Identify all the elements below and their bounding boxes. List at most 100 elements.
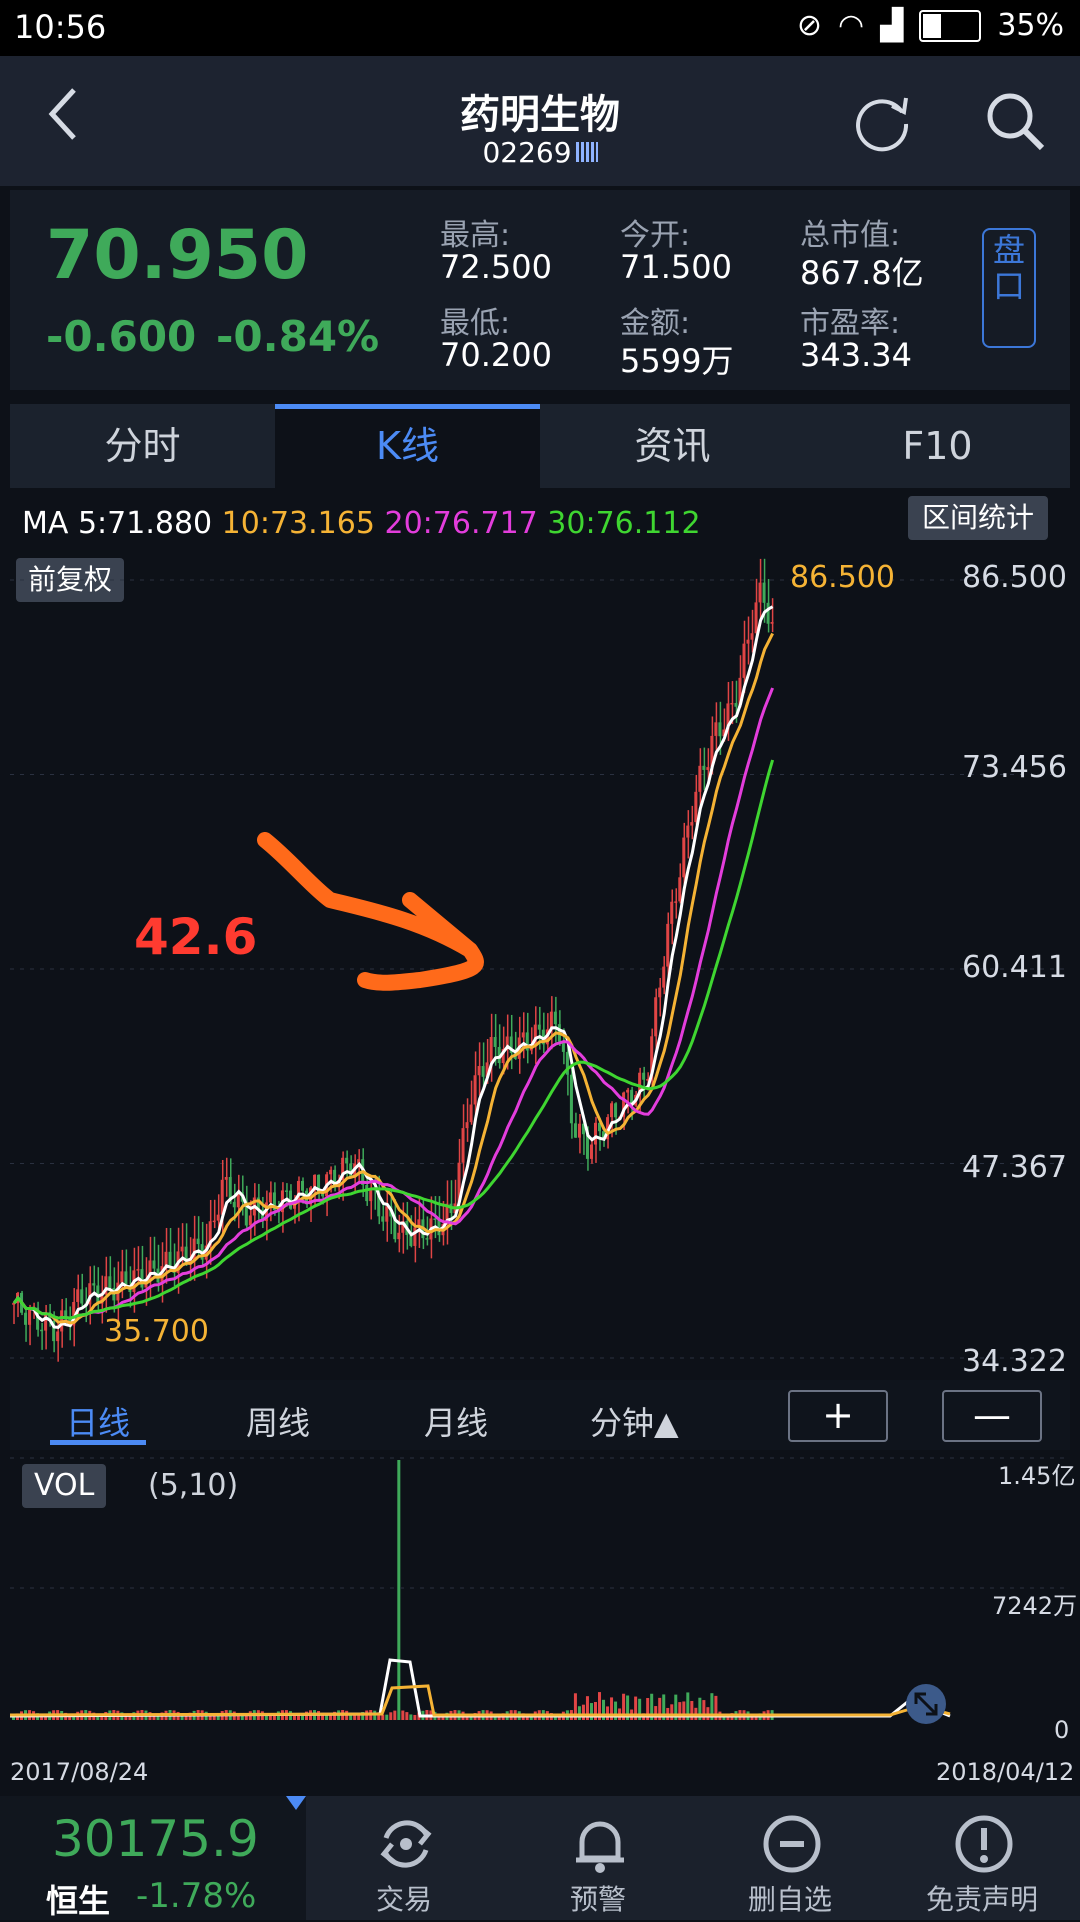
volume-bar: [646, 1698, 650, 1720]
period-day[interactable]: 日线: [66, 1404, 131, 1442]
candle-body: [461, 1128, 465, 1163]
volume-bar: [573, 1693, 577, 1720]
volume-bar: [184, 1715, 188, 1720]
ma5-value: 5:71.880: [77, 506, 213, 541]
volume-bar: [180, 1714, 184, 1720]
open-value: 71.500: [620, 248, 732, 286]
candle-body: [642, 1072, 646, 1080]
volume-bar: [393, 1710, 397, 1720]
candle-body: [585, 1134, 589, 1159]
refresh-button[interactable]: [850, 88, 914, 156]
candle-body: [686, 825, 690, 838]
candle-body: [168, 1251, 172, 1268]
volume-bar: [626, 1695, 630, 1720]
vol-tick-1: 1.45亿: [998, 1462, 1076, 1490]
candle-body: [533, 1024, 537, 1047]
candle-body: [248, 1215, 252, 1226]
volume-bar: [441, 1715, 445, 1720]
volume-bar: [401, 1710, 405, 1720]
price-change-pct: -0.84%: [216, 312, 380, 361]
period-month[interactable]: 月线: [424, 1404, 489, 1442]
mktcap-label: 总市值:: [800, 218, 901, 253]
tab-f10[interactable]: F10: [902, 424, 973, 468]
range-stats-button[interactable]: 区间统计: [908, 496, 1049, 540]
nav-disclaimer[interactable]: 免责声明: [886, 1796, 1078, 1920]
candle-body: [650, 1036, 654, 1080]
expand-icon: [914, 1692, 938, 1716]
trade-refresh-icon: [380, 1820, 432, 1868]
nav-alert[interactable]: 预警: [502, 1796, 694, 1920]
candle-body: [104, 1276, 108, 1295]
candle-body: [465, 1122, 469, 1129]
volume-bar: [389, 1712, 393, 1720]
min-price-label: 35.700: [104, 1314, 209, 1349]
tab-news[interactable]: 资讯: [634, 424, 711, 468]
volume-bar: [96, 1715, 100, 1720]
candle-body: [726, 703, 730, 730]
nav-trade[interactable]: 交易: [308, 1796, 500, 1920]
pe-label: 市盈率:: [800, 306, 901, 341]
vol-badge[interactable]: VOL: [22, 1464, 107, 1508]
nav-remove-label: 删自选: [747, 1883, 832, 1916]
candle-body: [393, 1216, 397, 1240]
volume-bar: [674, 1694, 678, 1720]
y-tick-1: 86.500: [962, 560, 1067, 595]
candle-body: [260, 1209, 264, 1222]
candle-body: [694, 791, 698, 823]
candle-body: [734, 702, 738, 707]
volume-bar: [325, 1715, 329, 1720]
candle-body: [377, 1190, 381, 1217]
candle-body: [136, 1269, 140, 1271]
candle-body: [288, 1190, 292, 1209]
zoom-out-button[interactable]: —: [942, 1390, 1042, 1442]
adjust-button[interactable]: 前复权: [16, 558, 125, 602]
candle-body: [381, 1216, 385, 1222]
amount-label: 金额:: [620, 306, 691, 341]
volume-bar: [361, 1712, 365, 1720]
price-change: -0.600: [46, 312, 197, 361]
candle-body: [477, 1066, 481, 1076]
candle-body: [232, 1201, 236, 1208]
zoom-in-button[interactable]: +: [788, 1390, 888, 1442]
search-button[interactable]: [984, 90, 1048, 158]
volume-bar: [650, 1693, 654, 1720]
volume-bar: [581, 1704, 585, 1720]
candle-body: [333, 1169, 337, 1187]
tab-kline[interactable]: K线: [275, 404, 540, 488]
period-week[interactable]: 周线: [246, 1404, 311, 1442]
bottom-bar: 30175.9 恒生 -1.78% 交易 预警 删自选 免责声明: [0, 1796, 1080, 1920]
candle-body: [614, 1103, 618, 1118]
clock: 10:56: [14, 8, 107, 46]
volume-bar: [68, 1715, 72, 1720]
candle-body: [521, 1032, 525, 1038]
ma30-line: [12, 759, 775, 1320]
candle-body: [208, 1221, 212, 1246]
volume-bar: [405, 1712, 409, 1720]
kline-chart[interactable]: [10, 540, 1070, 1370]
candle-body: [658, 987, 662, 998]
search-icon: [987, 93, 1045, 151]
volume-bar: [272, 1713, 276, 1720]
nav-remove-watchlist[interactable]: 删自选: [694, 1796, 886, 1920]
candle-body: [569, 1074, 573, 1124]
pankou-button[interactable]: 盘口: [982, 228, 1036, 348]
period-minute[interactable]: 分钟▲: [590, 1404, 679, 1442]
last-price: 70.950: [46, 216, 309, 295]
candle-body: [758, 582, 762, 603]
volume-bar: [714, 1695, 718, 1720]
candle-body: [445, 1203, 449, 1225]
volume-bar: [321, 1712, 325, 1720]
candle-body: [489, 1036, 493, 1063]
index-widget[interactable]: 30175.9 恒生 -1.78%: [0, 1796, 306, 1920]
ma-prefix: MA: [22, 506, 69, 541]
candle-body: [626, 1089, 630, 1093]
vol-tick-3: 0: [1054, 1716, 1070, 1744]
tab-intraday[interactable]: 分时: [104, 424, 181, 468]
fullscreen-button[interactable]: [906, 1684, 946, 1724]
candle-body: [706, 767, 710, 770]
candle-body: [345, 1157, 349, 1164]
low-value: 70.200: [440, 336, 552, 374]
back-button[interactable]: [44, 84, 84, 148]
market-flag-icon: [575, 142, 598, 162]
mute-icon: ⊘: [796, 8, 823, 43]
